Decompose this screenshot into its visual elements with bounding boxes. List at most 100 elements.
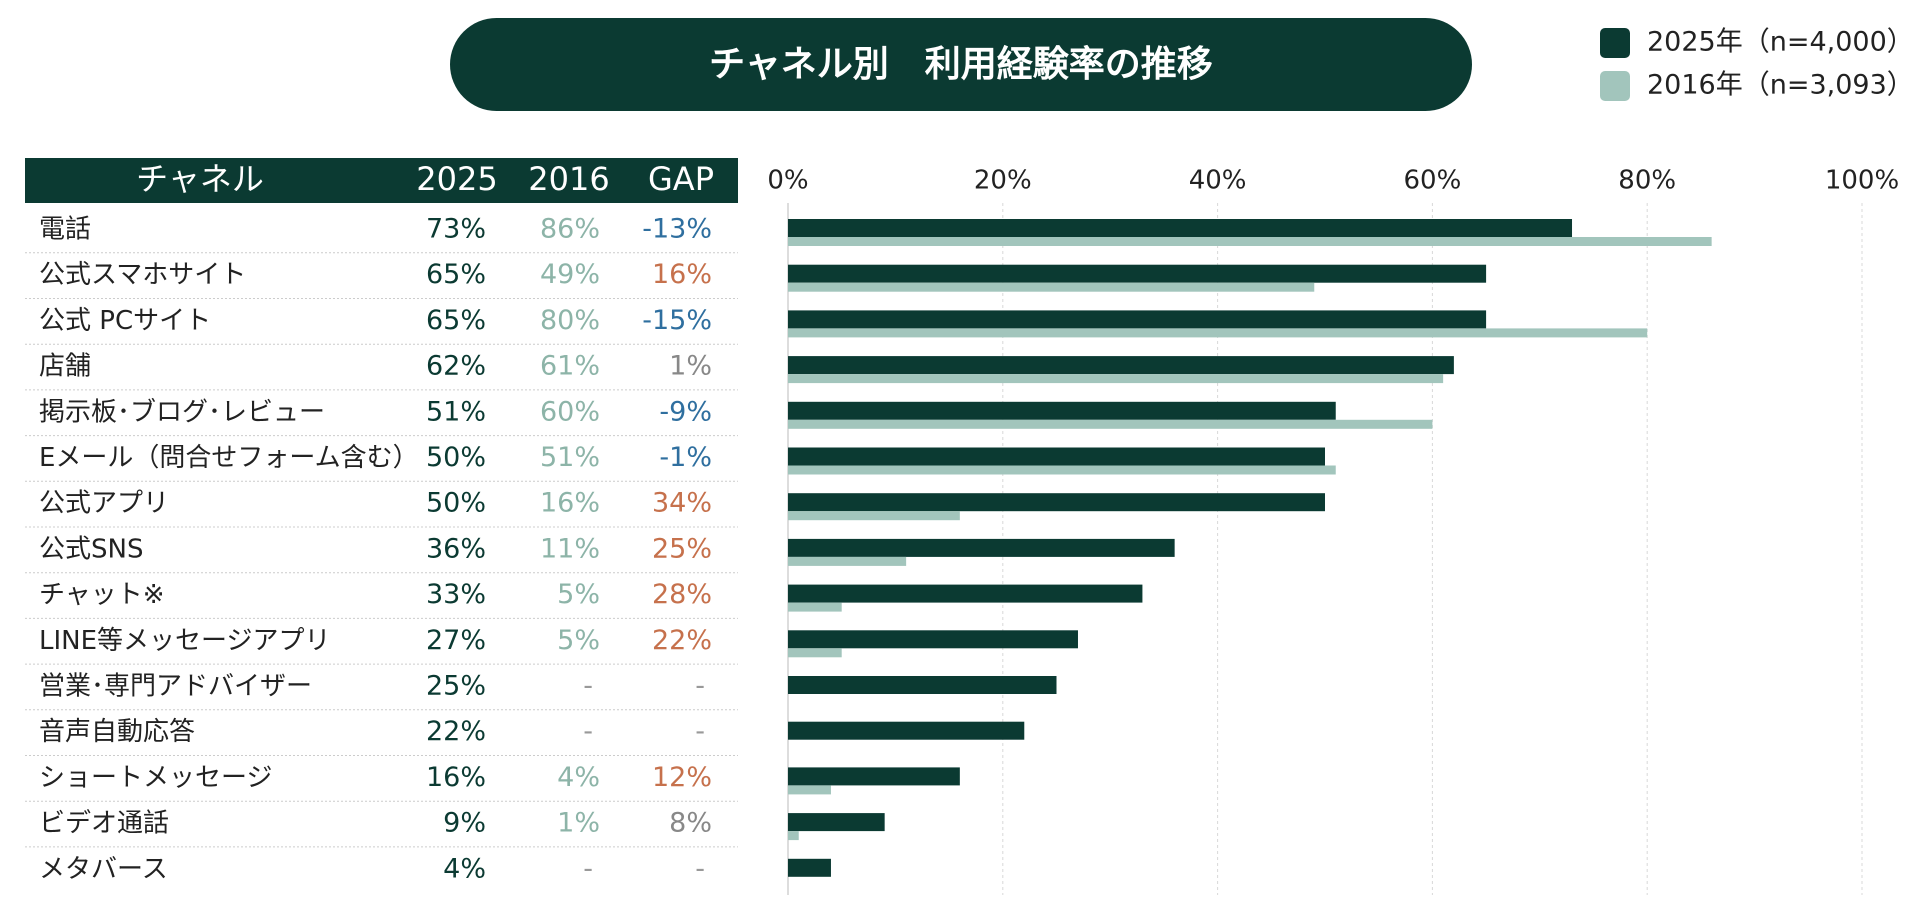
bar-2016	[788, 282, 1315, 292]
bar-2016	[788, 374, 1444, 384]
bar-2025	[788, 584, 1143, 603]
gap-value: -13%	[642, 214, 712, 245]
gap-value: -9%	[659, 396, 712, 427]
category-label: 公式アプリ	[39, 489, 169, 519]
bar-2016	[788, 831, 799, 841]
value-2016: 1%	[557, 808, 600, 839]
table-header: 2016	[528, 160, 609, 198]
x-tick-label: 100%	[1825, 166, 1899, 196]
value-2016: 5%	[557, 579, 600, 610]
category-label: 音声自動応答	[39, 717, 195, 747]
gap-value: 22%	[652, 625, 712, 656]
bar-2025	[788, 310, 1487, 329]
category-label: 営業･専門アドバイザー	[39, 672, 312, 702]
value-2025: 65%	[426, 259, 486, 290]
gap-value: 12%	[652, 762, 712, 793]
bar-2016	[788, 237, 1712, 246]
category-label: 掲示板･ブログ･レビュー	[39, 397, 325, 427]
value-2025: 25%	[426, 671, 486, 702]
value-2025: 4%	[443, 853, 486, 884]
legend-label: 2016年（n=3,093）	[1647, 70, 1914, 101]
value-2016: 80%	[540, 305, 600, 336]
bar-2025	[788, 721, 1025, 740]
x-tick-label: 80%	[1618, 166, 1676, 196]
x-tick-label: 60%	[1404, 166, 1462, 196]
bar-2025	[788, 493, 1325, 512]
category-label: 店舗	[39, 352, 91, 382]
gap-value: -1%	[659, 442, 712, 473]
table-header: 2025	[416, 160, 497, 198]
bar-2016	[788, 328, 1648, 338]
x-tick-label: 40%	[1189, 166, 1247, 196]
value-2016: -	[583, 853, 593, 884]
value-2025: 22%	[426, 716, 486, 747]
gap-value: 34%	[652, 488, 712, 519]
bar-2025	[788, 219, 1573, 237]
bar-2025	[788, 858, 831, 877]
gap-value: -	[695, 853, 705, 884]
bar-2025	[788, 401, 1336, 420]
gap-value: 28%	[652, 579, 712, 610]
bar-2025	[788, 447, 1325, 466]
value-2025: 9%	[443, 808, 486, 839]
category-label: 電話	[39, 215, 91, 245]
value-2025: 27%	[426, 625, 486, 656]
chart-title: チャネル別 利用経験率の推移	[709, 44, 1213, 85]
table-header: チャネル	[136, 160, 264, 198]
value-2025: 33%	[426, 579, 486, 610]
bar-2016	[788, 602, 842, 612]
bar-2025	[788, 630, 1078, 649]
gap-value: 25%	[652, 533, 712, 564]
gap-value: -	[695, 671, 705, 702]
table-header-bar	[25, 158, 738, 203]
category-label: 公式 PCサイト	[39, 306, 211, 336]
value-2016: 51%	[540, 442, 600, 473]
value-2016: -	[583, 716, 593, 747]
bar-2025	[788, 538, 1175, 557]
value-2016: 16%	[540, 488, 600, 519]
bar-2016	[788, 785, 831, 795]
bar-2025	[788, 767, 960, 786]
category-label: メタバース	[39, 854, 168, 884]
bar-2016	[788, 648, 842, 658]
bar-2025	[788, 264, 1487, 283]
category-label: ショートメッセージ	[39, 763, 272, 793]
value-2025: 51%	[426, 396, 486, 427]
x-tick-label: 0%	[767, 166, 808, 196]
value-2025: 16%	[426, 762, 486, 793]
bar-2025	[788, 676, 1057, 694]
value-2025: 50%	[426, 488, 486, 519]
bar-2025	[788, 356, 1454, 375]
category-label: ビデオ通話	[39, 809, 169, 839]
x-tick-label: 20%	[974, 166, 1032, 196]
category-label: 公式SNS	[39, 534, 143, 564]
gap-value: -15%	[642, 305, 712, 336]
category-label: Eメール（問合せフォーム含む）	[39, 443, 419, 473]
value-2025: 36%	[426, 533, 486, 564]
category-label: チャット※	[39, 580, 165, 610]
gap-value: 8%	[669, 808, 712, 839]
value-2025: 62%	[426, 351, 486, 382]
bar-2016	[788, 556, 907, 566]
legend-label: 2025年（n=4,000）	[1647, 27, 1914, 58]
category-label: 公式スマホサイト	[39, 260, 246, 290]
legend-swatch	[1600, 71, 1630, 101]
bar-2025	[788, 813, 885, 832]
bar-2016	[788, 465, 1336, 475]
title-pill	[450, 18, 1472, 111]
value-2016: 49%	[540, 259, 600, 290]
value-2016: 86%	[540, 214, 600, 245]
value-2016: 61%	[540, 351, 600, 382]
value-2016: -	[583, 671, 593, 702]
category-label: LINE等メッセージアプリ	[39, 626, 331, 656]
value-2025: 50%	[426, 442, 486, 473]
table-header: GAP	[648, 160, 714, 198]
value-2016: 11%	[540, 533, 600, 564]
value-2016: 60%	[540, 396, 600, 427]
gap-value: 1%	[669, 351, 712, 382]
value-2025: 73%	[426, 214, 486, 245]
value-2016: 5%	[557, 625, 600, 656]
value-2016: 4%	[557, 762, 600, 793]
bar-2016	[788, 419, 1433, 429]
